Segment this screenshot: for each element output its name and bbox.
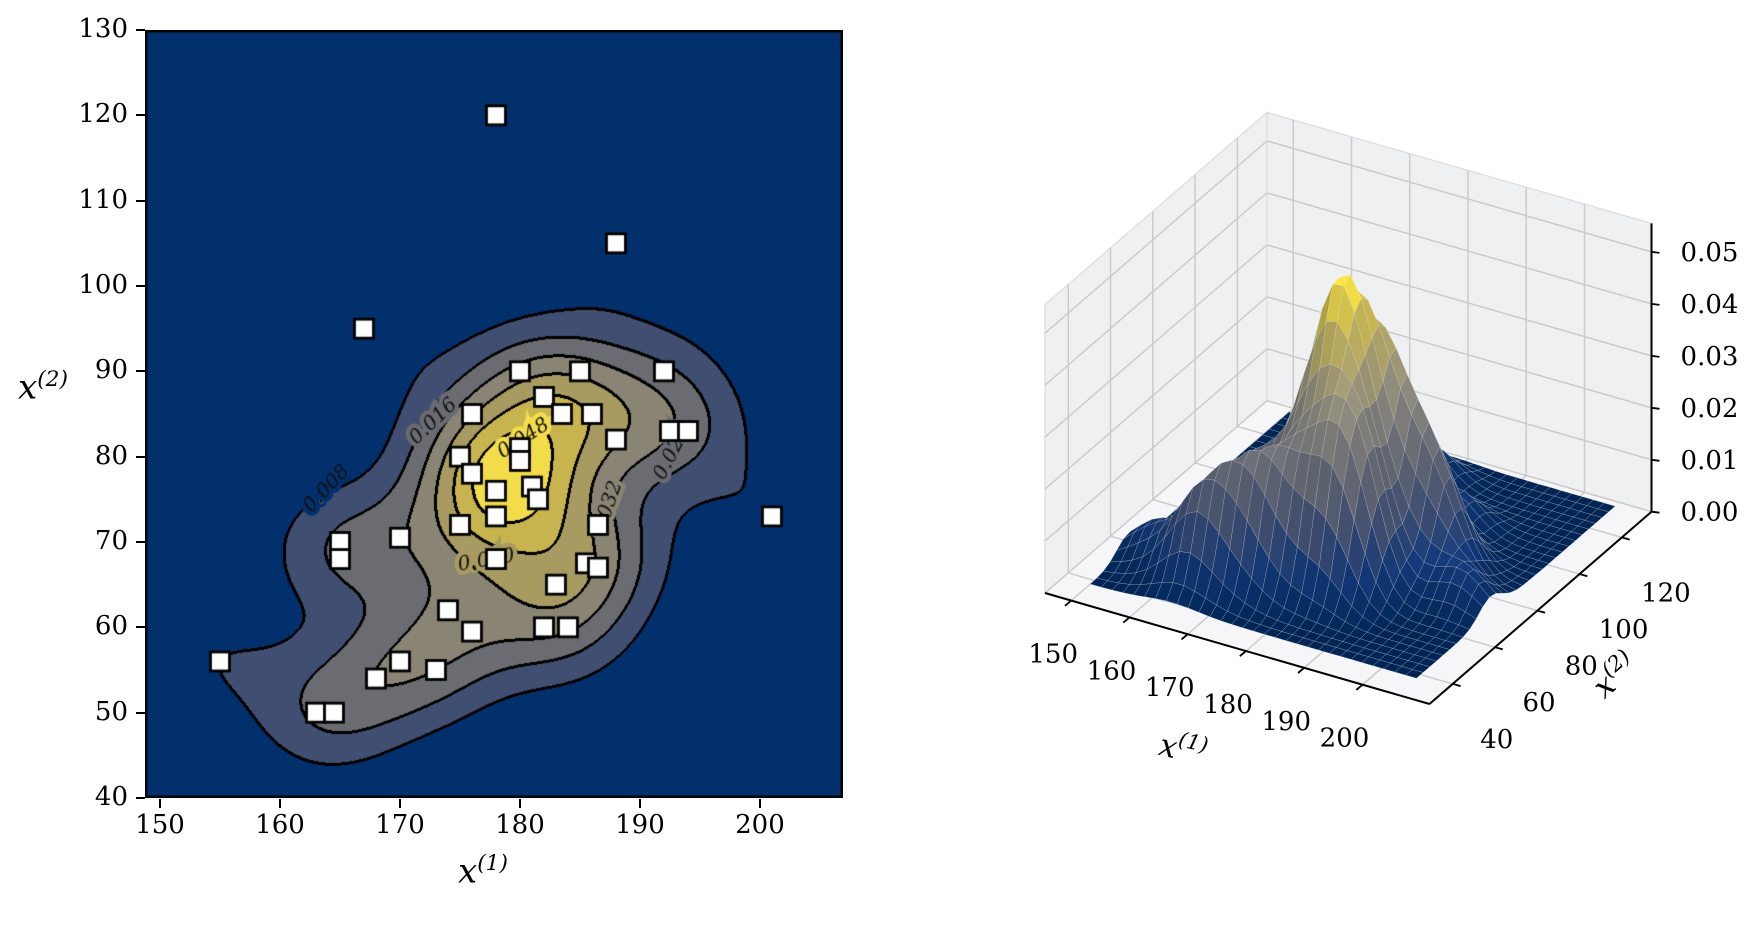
y-tick [136,711,145,714]
z-tick-label-3d: 0.03 [1681,342,1739,372]
z-tick-label-3d: 0.02 [1681,394,1739,424]
y-tick-label-3d: 40 [1480,725,1513,755]
z-tick-label-3d: 0.04 [1681,290,1739,320]
x-tick-label-3d: 200 [1320,724,1370,754]
y-tick [136,114,145,117]
y-tick [136,626,145,629]
surface-xlabel: x(1) [1156,723,1211,773]
z-tick-label-3d: 0.01 [1681,446,1739,476]
y-tick-label: 40 [94,782,128,812]
x-tick-label-3d: 170 [1145,673,1195,703]
y-tick [136,199,145,202]
contour-ylabel: x(2) [18,367,68,408]
y-tick-label-3d: 80 [1565,652,1598,682]
y-tick [136,541,145,543]
axis-spines [1044,223,1653,705]
x-tick [158,799,161,808]
x-tick [398,799,401,808]
x-tick-label: 200 [735,810,785,840]
y-tick-label: 110 [78,184,128,215]
x-tick-label: 160 [255,810,305,840]
x-tick-label-3d: 160 [1087,656,1137,686]
y-tick [136,285,145,287]
y-tick-label: 90 [94,355,128,386]
contour-canvas [145,30,843,798]
y-tick-label: 130 [78,14,128,44]
contour-xlabel: x(1) [458,851,508,892]
y-tick-label: 100 [78,270,128,300]
z-tick-label-3d: 0.05 [1681,238,1739,268]
z-tick-label-3d: 0.00 [1681,498,1739,528]
y-tick-label: 50 [94,696,128,727]
y-tick [136,455,145,458]
x-tick [518,799,521,808]
y-tick [136,797,145,799]
contour-plot: x(2) x(1) 150 160 170 180 190 200 40 50 60 70 80 90… [18,14,843,892]
x-tick-label-3d: 150 [1028,640,1078,670]
x-tick-label-3d: 190 [1261,707,1311,737]
x-tick-label: 150 [135,810,185,840]
y-tick-label: 70 [94,526,128,556]
y-tick-label: 60 [94,611,128,642]
y-tick-label-3d: 120 [1641,578,1691,608]
y-tick-label-3d: 60 [1522,688,1555,718]
y-tick-label: 80 [94,440,128,471]
x-tick-label: 180 [495,810,545,840]
y-tick-label: 120 [78,99,128,130]
x-tick [758,799,761,808]
y-tick-label-3d: 100 [1599,615,1649,645]
x-tick [278,799,281,808]
x-tick [638,799,641,808]
y-tick [136,370,145,373]
x-tick-label: 190 [615,810,665,840]
x-tick-label-3d: 180 [1203,690,1253,720]
surface-mesh [1089,274,1616,679]
x-tick-label: 170 [375,810,425,840]
y-tick [136,29,145,31]
